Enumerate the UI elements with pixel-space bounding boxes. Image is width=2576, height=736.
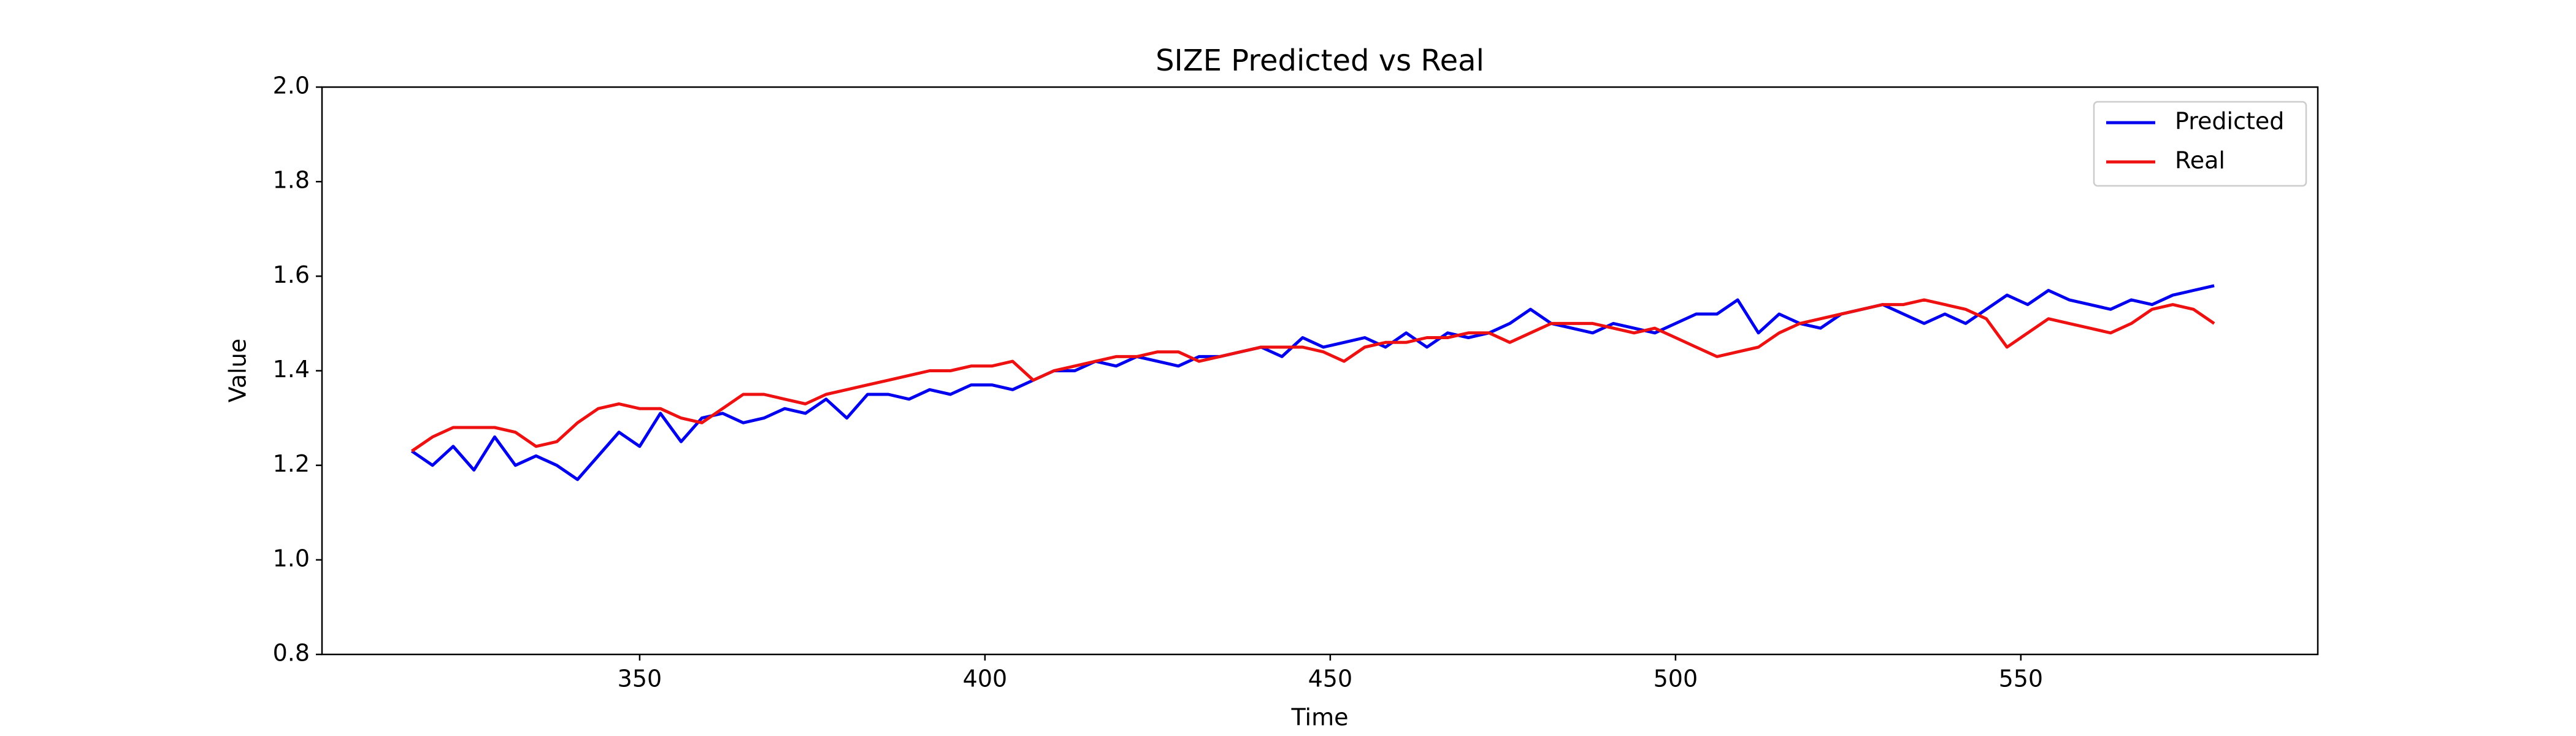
x-tick-label: 500 <box>1654 665 1698 692</box>
legend-label: Predicted <box>2175 108 2284 135</box>
x-tick-label: 550 <box>1999 665 2044 692</box>
y-tick-label: 1.4 <box>273 356 310 383</box>
x-axis-label: Time <box>1291 704 1349 731</box>
y-tick-label: 2.0 <box>273 72 310 99</box>
y-tick-label: 1.8 <box>273 167 310 194</box>
y-tick-label: 1.6 <box>273 261 310 288</box>
legend-label: Real <box>2175 147 2225 174</box>
x-tick-label: 400 <box>963 665 1008 692</box>
y-tick-label: 1.0 <box>273 545 310 572</box>
plot-frame <box>321 86 2319 656</box>
y-tick-label: 1.2 <box>273 450 310 477</box>
y-axis-label: Value <box>224 339 251 402</box>
chart-title: SIZE Predicted vs Real <box>1156 44 1484 78</box>
data-line <box>410 298 2215 453</box>
x-tick-label: 450 <box>1308 665 1353 692</box>
y-tick-label: 0.8 <box>273 640 310 667</box>
x-tick-label: 350 <box>618 665 662 692</box>
